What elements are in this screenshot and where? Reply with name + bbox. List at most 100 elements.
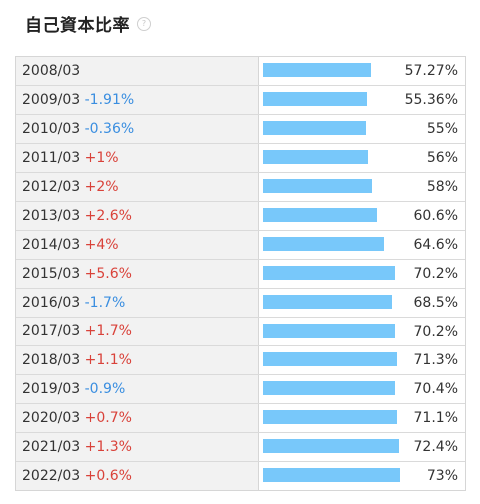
value-label: 73% bbox=[426, 467, 458, 484]
value-bar bbox=[263, 92, 368, 107]
table-row: 2021/03 +1.3% 72.4% bbox=[16, 432, 465, 462]
bar-cell: 55% bbox=[258, 114, 465, 145]
value-bar bbox=[263, 236, 385, 251]
value-label: 72.4% bbox=[413, 439, 458, 456]
row-label: 2011/03 +1% bbox=[16, 143, 259, 174]
section-header: 自己資本比率 ? bbox=[25, 10, 151, 36]
value-bar bbox=[263, 467, 401, 482]
bar-cell: 71.3% bbox=[258, 345, 465, 376]
period-label: 2011/03 bbox=[22, 150, 81, 167]
value-bar bbox=[263, 179, 372, 194]
change-label: +1.3% bbox=[84, 439, 132, 456]
period-label: 2016/03 bbox=[22, 294, 81, 311]
table-row: 2011/03 +1% 56% bbox=[16, 143, 465, 174]
value-bar bbox=[263, 294, 392, 309]
value-label: 70.2% bbox=[413, 265, 458, 282]
value-label: 70.4% bbox=[413, 381, 458, 398]
change-label: +0.7% bbox=[84, 410, 132, 427]
change-label: +2.6% bbox=[84, 207, 132, 224]
bar-cell: 68.5% bbox=[258, 288, 465, 318]
value-bar bbox=[263, 150, 369, 165]
value-bar bbox=[263, 207, 377, 222]
value-bar bbox=[263, 121, 367, 136]
row-label: 2018/03 +1.1% bbox=[16, 345, 259, 376]
change-label: +1.7% bbox=[84, 323, 132, 340]
value-bar bbox=[263, 410, 397, 425]
change-label: -0.9% bbox=[84, 381, 126, 398]
value-bar bbox=[263, 323, 395, 338]
row-label: 2008/03 bbox=[16, 57, 259, 87]
period-label: 2015/03 bbox=[22, 265, 81, 282]
table-row: 2014/03 +4% 64.6% bbox=[16, 230, 465, 260]
row-label: 2016/03 -1.7% bbox=[16, 288, 259, 318]
value-label: 56% bbox=[426, 150, 458, 167]
period-label: 2021/03 bbox=[22, 439, 81, 456]
value-label: 60.6% bbox=[413, 207, 458, 224]
period-label: 2018/03 bbox=[22, 352, 81, 369]
change-label: +0.6% bbox=[84, 468, 132, 485]
table-row: 2016/03 -1.7% 68.5% bbox=[16, 288, 465, 318]
value-label: 55% bbox=[426, 121, 458, 138]
row-label: 2017/03 +1.7% bbox=[16, 317, 259, 347]
table-row: 2020/03 +0.7% 71.1% bbox=[16, 403, 465, 434]
period-label: 2019/03 bbox=[22, 381, 81, 398]
period-label: 2013/03 bbox=[22, 207, 81, 224]
bar-cell: 58% bbox=[258, 172, 465, 202]
row-label: 2012/03 +2% bbox=[16, 172, 259, 202]
row-label: 2021/03 +1.3% bbox=[16, 432, 259, 462]
value-label: 71.3% bbox=[413, 352, 458, 369]
table-row: 2018/03 +1.1% 71.3% bbox=[16, 345, 465, 376]
change-label: +1.1% bbox=[84, 352, 132, 369]
table-row: 2010/03 -0.36% 55% bbox=[16, 114, 465, 145]
value-bar bbox=[263, 381, 396, 396]
table-row: 2008/03 57.27% bbox=[16, 57, 465, 87]
table-row: 2015/03 +5.6% 70.2% bbox=[16, 259, 465, 289]
value-bar bbox=[263, 265, 395, 280]
bar-cell: 70.2% bbox=[258, 259, 465, 289]
row-label: 2019/03 -0.9% bbox=[16, 374, 259, 405]
period-label: 2014/03 bbox=[22, 236, 81, 253]
bar-cell: 55.36% bbox=[258, 85, 465, 116]
bar-cell: 72.4% bbox=[258, 432, 465, 462]
bar-cell: 71.1% bbox=[258, 403, 465, 434]
row-label: 2014/03 +4% bbox=[16, 230, 259, 260]
table-row: 2013/03 +2.6% 60.6% bbox=[16, 201, 465, 231]
period-label: 2022/03 bbox=[22, 468, 81, 485]
table-row: 2019/03 -0.9% 70.4% bbox=[16, 374, 465, 405]
period-label: 2009/03 bbox=[22, 92, 81, 109]
row-label: 2015/03 +5.6% bbox=[16, 259, 259, 289]
bar-cell: 73% bbox=[258, 461, 465, 491]
change-label: -1.91% bbox=[84, 92, 135, 109]
bar-cell: 70.4% bbox=[258, 374, 465, 405]
question-circle-icon[interactable]: ? bbox=[137, 17, 151, 31]
period-label: 2017/03 bbox=[22, 323, 81, 340]
bar-cell: 56% bbox=[258, 143, 465, 174]
change-label: +2% bbox=[84, 179, 119, 195]
value-label: 57.27% bbox=[404, 63, 458, 79]
row-label: 2022/03 +0.6% bbox=[16, 461, 259, 491]
period-label: 2010/03 bbox=[22, 121, 81, 138]
period-label: 2012/03 bbox=[22, 179, 81, 195]
table-row: 2012/03 +2% 58% bbox=[16, 172, 465, 202]
change-label: +1% bbox=[84, 150, 119, 167]
row-label: 2009/03 -1.91% bbox=[16, 85, 259, 116]
change-label: +4% bbox=[84, 236, 119, 253]
row-label: 2013/03 +2.6% bbox=[16, 201, 259, 231]
table-row: 2017/03 +1.7% 70.2% bbox=[16, 317, 465, 347]
section-title: 自己資本比率 bbox=[25, 15, 130, 36]
value-label: 68.5% bbox=[413, 294, 458, 311]
row-label: 2020/03 +0.7% bbox=[16, 403, 259, 434]
bar-cell: 57.27% bbox=[258, 57, 465, 87]
bar-cell: 64.6% bbox=[258, 230, 465, 260]
value-bar bbox=[263, 439, 400, 454]
value-label: 55.36% bbox=[404, 92, 458, 109]
change-label: +5.6% bbox=[84, 265, 132, 282]
value-label: 70.2% bbox=[413, 323, 458, 340]
value-bar bbox=[263, 63, 371, 77]
bar-cell: 60.6% bbox=[258, 201, 465, 231]
row-label: 2010/03 -0.36% bbox=[16, 114, 259, 145]
table-row: 2009/03 -1.91% 55.36% bbox=[16, 85, 465, 116]
value-bar bbox=[263, 352, 397, 367]
period-label: 2008/03 bbox=[22, 63, 81, 80]
change-label: -1.7% bbox=[84, 294, 126, 311]
